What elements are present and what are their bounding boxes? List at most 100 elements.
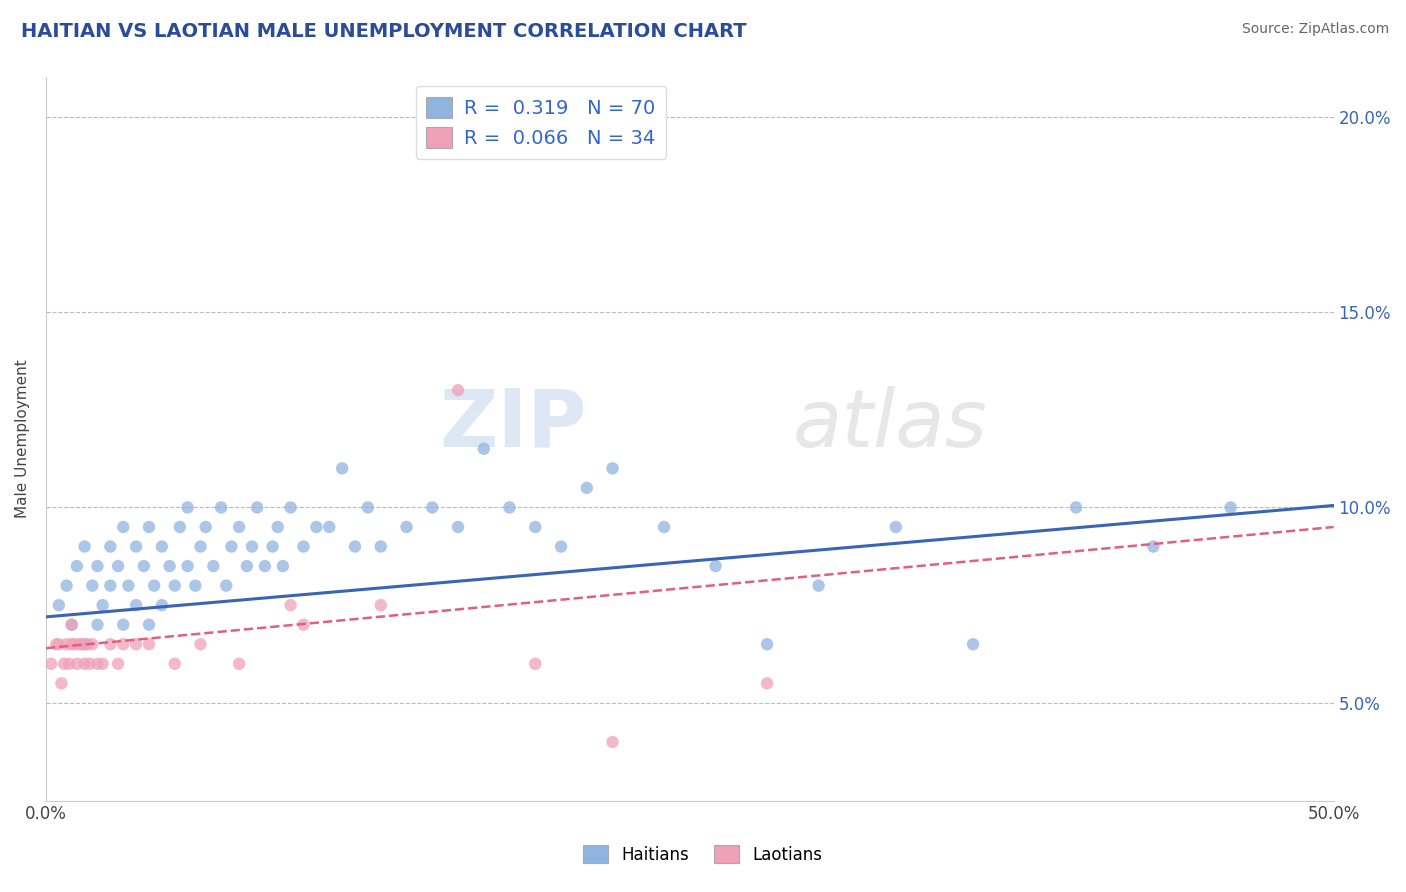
Point	[125, 598, 148, 612]
Point	[91, 598, 114, 612]
Point	[271, 559, 294, 574]
Text: HAITIAN VS LAOTIAN MALE UNEMPLOYMENT CORRELATION CHART: HAITIAN VS LAOTIAN MALE UNEMPLOYMENT COR…	[21, 22, 747, 41]
Point	[202, 559, 225, 574]
Point	[163, 579, 186, 593]
Point	[228, 657, 250, 671]
Point	[86, 559, 108, 574]
Point	[190, 540, 212, 554]
Point	[112, 520, 135, 534]
Point	[209, 500, 232, 515]
Point	[138, 617, 160, 632]
Point	[60, 617, 83, 632]
Point	[98, 540, 121, 554]
Point	[228, 520, 250, 534]
Text: ZIP: ZIP	[440, 385, 586, 464]
Point	[143, 579, 166, 593]
Point	[112, 637, 135, 651]
Point	[98, 579, 121, 593]
Point	[91, 657, 114, 671]
Point	[159, 559, 181, 574]
Point	[60, 617, 83, 632]
Point	[194, 520, 217, 534]
Point	[82, 637, 104, 651]
Point	[357, 500, 380, 515]
Point	[550, 540, 572, 554]
Point	[704, 559, 727, 574]
Point	[58, 657, 80, 671]
Point	[138, 520, 160, 534]
Point	[221, 540, 243, 554]
Point	[125, 637, 148, 651]
Point	[652, 520, 675, 534]
Point	[163, 657, 186, 671]
Point	[190, 637, 212, 651]
Point	[280, 500, 302, 515]
Point	[69, 637, 91, 651]
Point	[447, 383, 470, 397]
Point	[66, 559, 89, 574]
Point	[51, 676, 73, 690]
Point	[48, 598, 70, 612]
Point	[498, 500, 520, 515]
Point	[117, 579, 139, 593]
Point	[253, 559, 276, 574]
Point	[107, 559, 129, 574]
Legend: Haitians, Laotians: Haitians, Laotians	[576, 838, 830, 871]
Point	[176, 559, 198, 574]
Point	[1142, 540, 1164, 554]
Point	[39, 657, 62, 671]
Point	[73, 657, 96, 671]
Point	[98, 637, 121, 651]
Point	[236, 559, 259, 574]
Point	[370, 598, 392, 612]
Point	[602, 735, 624, 749]
Point	[524, 520, 547, 534]
Point	[76, 637, 98, 651]
Point	[292, 617, 315, 632]
Point	[240, 540, 263, 554]
Point	[150, 598, 173, 612]
Legend: R =  0.319   N = 70, R =  0.066   N = 34: R = 0.319 N = 70, R = 0.066 N = 34	[416, 87, 666, 159]
Point	[138, 637, 160, 651]
Point	[63, 637, 86, 651]
Point	[756, 637, 779, 651]
Point	[447, 520, 470, 534]
Point	[292, 540, 315, 554]
Point	[305, 520, 328, 534]
Point	[524, 657, 547, 671]
Point	[330, 461, 353, 475]
Point	[150, 540, 173, 554]
Point	[66, 657, 89, 671]
Point	[112, 617, 135, 632]
Point	[370, 540, 392, 554]
Point	[60, 637, 83, 651]
Point	[107, 657, 129, 671]
Point	[86, 617, 108, 632]
Point	[395, 520, 418, 534]
Point	[82, 579, 104, 593]
Point	[575, 481, 598, 495]
Point	[169, 520, 191, 534]
Point	[1219, 500, 1241, 515]
Point	[267, 520, 290, 534]
Point	[55, 637, 77, 651]
Point	[1064, 500, 1087, 515]
Point	[420, 500, 443, 515]
Point	[472, 442, 495, 456]
Point	[132, 559, 155, 574]
Y-axis label: Male Unemployment: Male Unemployment	[15, 359, 30, 518]
Point	[53, 657, 76, 671]
Point	[45, 637, 67, 651]
Point	[756, 676, 779, 690]
Point	[280, 598, 302, 612]
Point	[318, 520, 340, 534]
Point	[215, 579, 238, 593]
Point	[602, 461, 624, 475]
Point	[70, 637, 93, 651]
Point	[176, 500, 198, 515]
Point	[262, 540, 284, 554]
Point	[73, 637, 96, 651]
Point	[343, 540, 366, 554]
Point	[125, 540, 148, 554]
Text: atlas: atlas	[793, 385, 987, 464]
